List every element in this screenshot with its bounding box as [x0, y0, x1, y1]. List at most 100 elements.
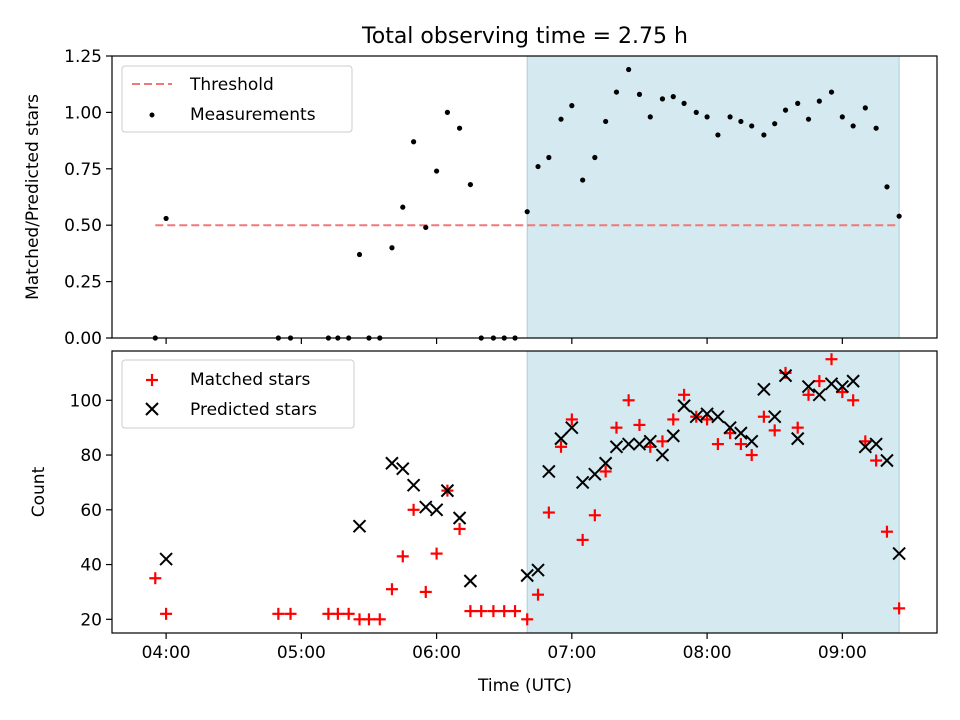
- predicted-marker-stroke: [520, 568, 534, 583]
- ratio-legend: Threshold Measurements: [121, 65, 353, 133]
- bot-y-tick-label: 100: [70, 391, 102, 411]
- legend-matched-swatch: [146, 374, 158, 386]
- predicted-star-marker: [892, 546, 906, 561]
- predicted-marker-stroke: [609, 440, 624, 454]
- predicted-marker-stroke: [396, 462, 410, 476]
- bot-y-tick-label: 60: [80, 501, 102, 521]
- x-tick-label: 06:00: [412, 643, 461, 663]
- predicted-star-marker: [677, 399, 691, 413]
- matched-star-marker: [160, 607, 173, 620]
- predicted-star-marker: [689, 410, 703, 424]
- measurement-point: [647, 114, 653, 120]
- measurement-point: [795, 100, 801, 106]
- predicted-star-marker: [869, 437, 883, 451]
- matched-star-marker: [521, 613, 534, 626]
- x-tick-label: 09:00: [818, 643, 867, 663]
- x-tick-label: 05:00: [277, 643, 326, 663]
- predicted-marker-stroke: [463, 574, 478, 588]
- measurement-point: [613, 89, 620, 95]
- x-tick-label: 04:00: [142, 643, 191, 663]
- predicted-star-marker: [824, 377, 839, 391]
- measurement-point: [389, 245, 395, 251]
- ratio-axis-label: Matched/Predicted stars: [23, 94, 43, 300]
- matched-star-marker: [588, 509, 601, 522]
- figure-title: Total observing time = 2.75 h: [361, 24, 688, 49]
- predicted-marker-stroke: [632, 437, 647, 451]
- predicted-marker-stroke: [352, 519, 367, 533]
- predicted-star-marker: [757, 382, 771, 397]
- bot-y-tick-label: 80: [80, 446, 102, 466]
- measurement-point: [670, 94, 676, 100]
- measurement-point: [569, 103, 575, 109]
- predicted-marker-stroke: [723, 420, 737, 435]
- measurement-point: [816, 98, 822, 104]
- predicted-star-marker: [554, 431, 568, 446]
- ratio-panel: 0.00 0.25 0.50 0.75 1.00 1.25 Matched/Predict…: [23, 47, 938, 349]
- predicted-star-marker: [159, 552, 173, 566]
- measurement-point: [873, 125, 879, 131]
- predicted-marker-stroke: [767, 410, 782, 424]
- matched-star-marker: [667, 413, 680, 426]
- measurement-point: [546, 154, 552, 161]
- predicted-marker-stroke: [440, 483, 455, 498]
- matched-star-marker: [622, 394, 635, 407]
- predicted-star-marker: [711, 410, 725, 424]
- predicted-marker-stroke: [745, 434, 759, 449]
- predicted-star-marker: [396, 462, 410, 476]
- matched-star-marker: [859, 435, 872, 448]
- measurement-point: [681, 100, 687, 106]
- predicted-marker-stroke: [711, 410, 725, 424]
- count-panel: 04:00 05:00 06:00 07:00 08:00 09:00 20 40 60 80 1…: [29, 350, 938, 696]
- measurement-point: [467, 181, 474, 188]
- predicted-marker-stroke: [575, 475, 590, 490]
- measurement-point: [423, 224, 429, 231]
- measurement-point: [693, 109, 699, 115]
- legend-predicted-label: Predicted stars: [190, 400, 317, 420]
- matched-star-marker: [678, 388, 691, 401]
- matched-star-marker: [711, 438, 724, 451]
- matched-star-marker: [825, 353, 838, 366]
- predicted-marker-stroke: [406, 478, 421, 492]
- predicted-marker-stroke: [801, 379, 816, 394]
- predicted-marker-stroke: [869, 437, 883, 451]
- measurement-point: [524, 209, 530, 215]
- predicted-star-marker: [835, 379, 850, 394]
- bot-y-tick-label: 20: [80, 610, 102, 630]
- predicted-star-marker: [542, 464, 556, 479]
- measurement-point: [535, 163, 541, 170]
- matched-star-marker: [745, 449, 758, 462]
- measurement-point: [456, 125, 463, 131]
- measurement-point: [444, 109, 451, 115]
- legend-predicted-swatch: [145, 402, 159, 416]
- matched-star-marker: [396, 550, 409, 563]
- measurement-point: [400, 204, 406, 210]
- predicted-star-marker: [812, 388, 827, 402]
- predicted-star-marker: [734, 426, 748, 440]
- matched-star-marker: [802, 388, 815, 401]
- matched-star-marker: [284, 607, 297, 620]
- measurement-point: [715, 132, 721, 138]
- matched-star-marker: [149, 572, 162, 585]
- predicted-marker-stroke: [835, 379, 850, 394]
- top-y-tick-label: 1.00: [64, 103, 102, 123]
- measurement-point: [839, 114, 845, 120]
- matched-star-marker: [430, 547, 443, 560]
- measurement-point: [163, 215, 169, 222]
- predicted-marker-stroke: [385, 456, 399, 470]
- predicted-marker-stroke: [588, 467, 602, 481]
- matched-star-marker: [498, 605, 511, 618]
- predicted-star-marker: [778, 368, 793, 383]
- matched-star-marker: [610, 421, 623, 434]
- predicted-marker-stroke: [655, 448, 670, 462]
- predicted-star-marker: [632, 437, 647, 451]
- legend-threshold-label: Threshold: [189, 75, 274, 95]
- predicted-star-marker: [598, 456, 613, 470]
- predicted-star-marker: [609, 440, 624, 454]
- predicted-star-marker: [880, 453, 894, 468]
- predicted-star-marker: [745, 434, 759, 449]
- measurement-point: [433, 168, 440, 174]
- predicted-star-marker: [452, 511, 467, 525]
- measurement-point: [884, 184, 890, 190]
- measurement-point: [850, 123, 856, 129]
- matched-star-marker: [576, 533, 589, 546]
